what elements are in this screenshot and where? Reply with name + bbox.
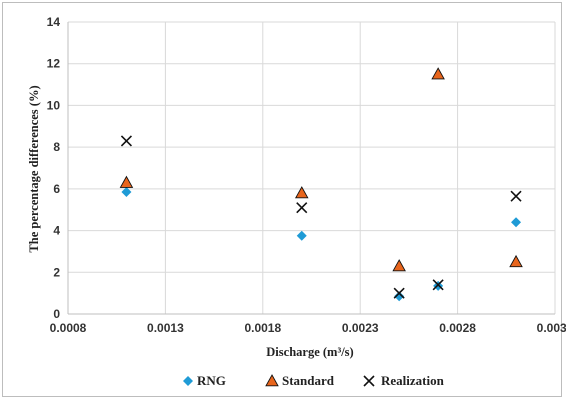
data-points bbox=[119, 67, 523, 302]
legend: RNG Standard Realization bbox=[183, 373, 445, 388]
rng-point bbox=[511, 217, 522, 228]
chart-frame bbox=[2, 2, 562, 397]
axes bbox=[67, 22, 555, 315]
rng-point bbox=[296, 230, 307, 241]
legend-label-rng: RNG bbox=[197, 373, 226, 388]
legend-label-realization: Realization bbox=[381, 373, 445, 388]
realization-point bbox=[120, 135, 133, 147]
x-marker-stroke bbox=[120, 135, 133, 147]
legend-marker-standard bbox=[265, 374, 279, 387]
legend-marker-realization bbox=[363, 375, 375, 387]
x-tick-label: 0.0013 bbox=[147, 321, 184, 335]
y-tick-label: 10 bbox=[47, 98, 61, 112]
x-tick-label: 0.0018 bbox=[244, 321, 281, 335]
rng-point bbox=[121, 186, 132, 197]
x-axis-label: Discharge (m³/s) bbox=[266, 345, 353, 359]
x-marker-stroke bbox=[393, 287, 405, 299]
realization-point bbox=[393, 287, 405, 299]
standard-point bbox=[119, 175, 134, 188]
legend-label-standard: Standard bbox=[282, 373, 335, 388]
y-tick-label: 8 bbox=[53, 140, 60, 154]
x-tick-label: 0.0008 bbox=[50, 321, 87, 335]
realization-point bbox=[296, 202, 308, 214]
standard-point bbox=[294, 186, 309, 199]
gridlines bbox=[67, 21, 556, 315]
x-marker-stroke bbox=[363, 375, 375, 387]
y-tick-label: 6 bbox=[53, 182, 60, 196]
y-tick-label: 0 bbox=[53, 307, 60, 321]
x-tick-label: 0.0033 bbox=[537, 321, 566, 335]
y-tick-label: 12 bbox=[47, 57, 61, 71]
x-marker-stroke bbox=[510, 190, 522, 202]
standard-point bbox=[509, 254, 523, 268]
rng-point bbox=[394, 291, 405, 302]
y-tick-label: 4 bbox=[53, 224, 60, 238]
x-tick-label: 0.0028 bbox=[439, 321, 476, 335]
y-tick-label: 2 bbox=[53, 265, 60, 279]
legend-marker-rng bbox=[183, 376, 193, 386]
y-tick-labels: 0 2 4 6 8 10 12 14 bbox=[47, 15, 61, 321]
realization-point bbox=[510, 190, 522, 202]
x-marker-stroke bbox=[296, 202, 308, 214]
standard-point bbox=[392, 259, 406, 272]
standard-point bbox=[431, 67, 445, 80]
y-tick-label: 14 bbox=[47, 15, 61, 29]
x-tick-labels: 0.0008 0.0013 0.0018 0.0023 0.0028 0.0033 bbox=[50, 321, 566, 335]
x-marker-stroke bbox=[432, 279, 444, 291]
x-tick-label: 0.0023 bbox=[342, 321, 379, 335]
realization-point bbox=[432, 279, 444, 291]
y-axis-label: The percentage differences (%) bbox=[27, 85, 41, 252]
